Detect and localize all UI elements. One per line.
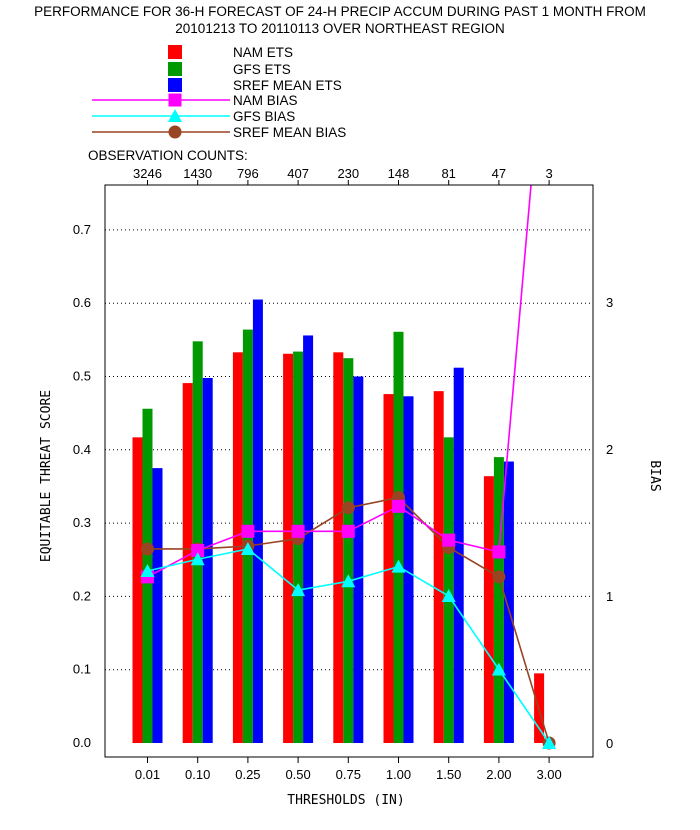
bias-marker-triangle [542,736,557,749]
x-tick-label: 0.75 [336,767,361,782]
legend-marker [168,109,182,122]
y-tick-label: 0.1 [73,662,91,677]
bars-group [132,185,557,750]
ets-bar [303,335,314,743]
legend-label: SREF MEAN ETS [233,78,342,93]
y2-tick-label: 0 [606,736,613,751]
observation-count: 3246 [133,166,162,181]
bias-marker-triangle [291,583,306,597]
legend-label: SREF MEAN BIAS [233,125,346,140]
ets-bar [393,331,404,743]
bias-marker-triangle [391,559,406,573]
ets-bar [182,383,193,743]
y2-tick-label: 1 [606,589,613,604]
ets-bar [192,341,203,743]
y-tick-label: 0.3 [73,515,91,530]
y-axis-label: EQUITABLE THREAT SCORE [39,390,54,562]
observation-count: 1430 [183,166,212,181]
x-tick-label: 0.10 [185,767,210,782]
x-axis-label: THRESHOLDS (IN) [287,793,404,808]
ets-bar [283,353,294,743]
chart-title-line2: 20101213 TO 20110113 OVER NORTHEAST REGI… [175,21,504,36]
x-tick-label: 2.00 [486,767,511,782]
ets-bar [252,299,263,743]
legend-label: NAM BIAS [233,93,298,108]
observation-count: 3 [545,166,552,181]
bias-marker-triangle [441,589,456,602]
bias-marker-circle [341,501,355,515]
ets-bar [343,358,354,743]
observation-count: 47 [492,166,506,181]
y-tick-label: 0.5 [73,369,91,384]
legend-marker [168,93,182,107]
y2-tick-label: 2 [606,442,613,457]
observation-counts-label: OBSERVATION COUNTS: [88,148,248,163]
bias-marker-triangle [240,541,255,555]
ets-bar [383,394,394,743]
observation-count: 230 [337,166,359,181]
ets-bar [493,457,504,743]
bias-marker-triangle [140,564,155,578]
bias-marker-square [291,524,305,538]
ets-bar [132,437,143,743]
x-tick-label: 1.50 [436,767,461,782]
y-tick-label: 0.0 [73,735,91,750]
bias-marker-triangle [190,552,205,566]
ets-bar [503,461,514,743]
y-tick-label: 0.2 [73,588,91,603]
legend-label: NAM ETS [233,45,293,60]
x-tick-label: 0.50 [285,767,310,782]
ets-bar [152,468,163,743]
y-tick-label: 0.7 [73,222,91,237]
ets-bar [202,377,213,743]
bias-marker-circle [492,570,506,584]
bias-marker-triangle [341,574,356,588]
ets-bar [353,376,364,743]
bias-marker-triangle [491,662,506,676]
ets-bar [433,391,444,743]
legend-swatch [168,78,182,92]
chart-title-line1: PERFORMANCE FOR 36-H FORECAST OF 24-H PR… [34,4,646,19]
legend-label: GFS ETS [233,62,291,77]
bias-marker-square [392,499,405,513]
y-tick-label: 0.6 [73,295,91,310]
ets-bar [453,367,464,743]
bias-marker-square [191,543,205,557]
y-tick-label: 0.4 [73,442,91,457]
bias-marker-square [241,524,255,538]
bias-marker-square [341,524,355,538]
bias-marker-square [492,545,506,559]
bias-marker-square [442,533,456,547]
observation-count: 407 [287,166,309,181]
x-tick-label: 1.00 [386,767,411,782]
observation-count: 81 [441,166,455,181]
legend-swatch [168,62,182,76]
legend-label: GFS BIAS [233,109,295,124]
ets-bar [333,352,344,743]
ets-bar [293,351,304,743]
x-tick-label: 0.01 [135,767,160,782]
ets-bar [232,352,243,743]
y2-tick-label: 3 [606,295,613,310]
x-tick-label: 0.25 [235,767,260,782]
legend-swatch [168,45,182,59]
y2-axis-label: BIAS [647,460,662,491]
ets-bar [483,476,494,743]
observation-count: 148 [388,166,410,181]
legend-marker [168,125,182,139]
x-tick-label: 3.00 [536,767,561,782]
bias-marker-circle [141,542,154,556]
plot-frame [104,184,594,758]
plot-area: 0.0 0.1 0.2 0.3 0.4 0.5 0.6 0.7 0 1 2 3 0.01 3246 0.10… [73,166,613,782]
ets-bar [403,396,414,743]
observation-count: 796 [237,166,259,181]
